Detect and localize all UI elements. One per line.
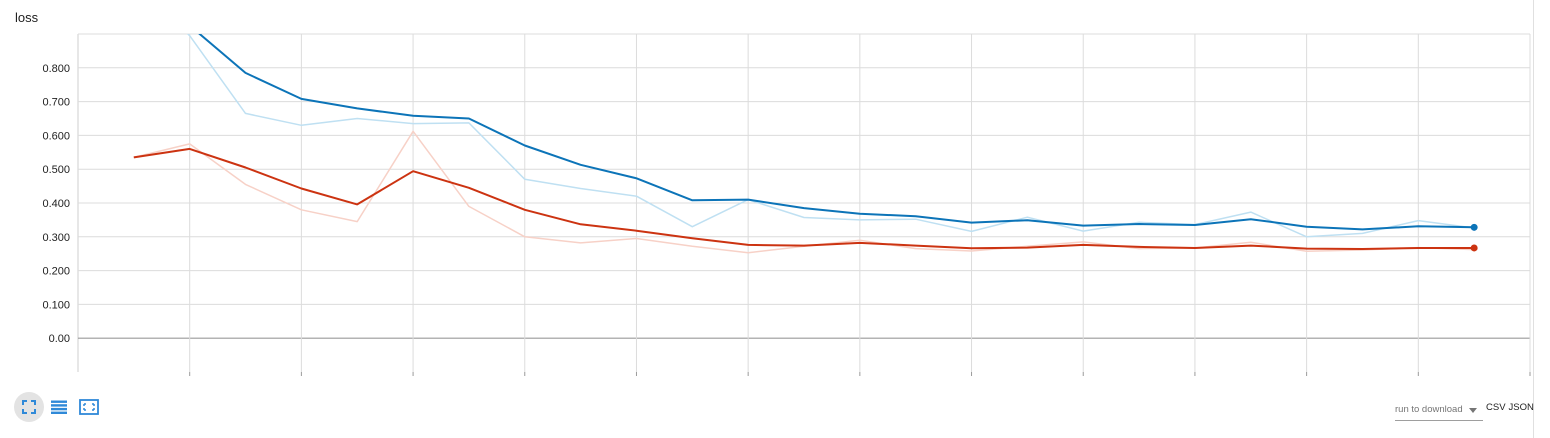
list-lines-icon: [51, 400, 67, 414]
y-tick-label: 0.200: [42, 266, 70, 278]
series-end-point: [1470, 223, 1478, 231]
smoothed-series-line: [133, 147, 1475, 250]
chart-toolbar: [14, 392, 104, 422]
series-end-point: [1470, 244, 1478, 252]
y-tick-label: 0.800: [42, 63, 70, 75]
y-tick-label: 0.600: [42, 130, 70, 142]
chart-title: loss: [15, 10, 39, 25]
chart-plot[interactable]: 0.00 0.100 0.200 0.300 0.400 0.500 0.600 0.700 0…: [0, 0, 1534, 392]
chevron-down-icon: [1469, 408, 1477, 413]
smoothed-series-line: [198, 34, 1475, 231]
y-axis-ticks: 0.00 0.100 0.200 0.300 0.400 0.500 0.600 0.700 0…: [42, 63, 70, 345]
json-download-link[interactable]: JSON: [1508, 402, 1534, 413]
run-download-select[interactable]: run to download: [1395, 402, 1483, 421]
series: [133, 34, 1478, 254]
csv-download-link[interactable]: CSV: [1486, 402, 1506, 413]
y-tick-label: 0.300: [42, 232, 70, 244]
y-tick-label: 0.400: [42, 198, 70, 210]
raw-series-line: [133, 130, 1475, 254]
download-controls: run to download CSV JSON: [1395, 402, 1534, 421]
run-download-select-value: run to download: [1395, 404, 1463, 415]
toggle-log-scale-button[interactable]: [44, 392, 74, 422]
fit-domain-icon: [79, 399, 99, 415]
fit-domain-button[interactable]: [74, 392, 104, 422]
y-tick-label: 0.00: [49, 333, 70, 345]
y-tick-label: 0.500: [42, 164, 70, 176]
expand-icon: [22, 400, 36, 414]
grid: [77, 33, 1531, 376]
y-tick-label: 0.700: [42, 97, 70, 109]
y-tick-label: 0.100: [42, 299, 70, 311]
raw-series-line: [186, 34, 1475, 238]
expand-button[interactable]: [14, 392, 44, 422]
